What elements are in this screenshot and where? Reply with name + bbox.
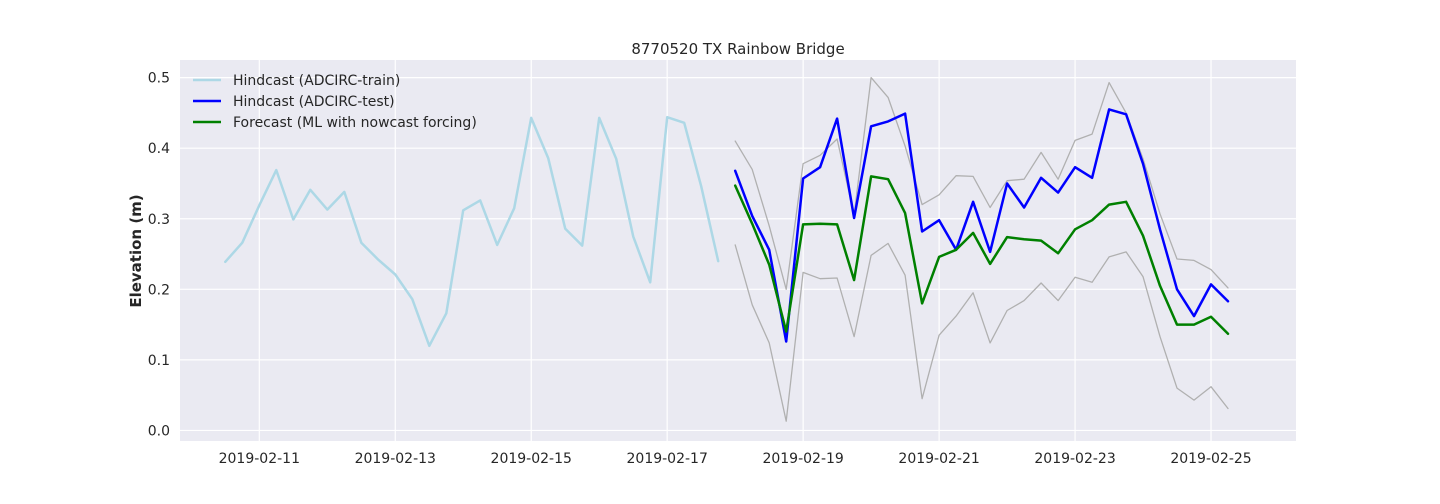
legend-label: Hindcast (ADCIRC-test) xyxy=(233,94,395,110)
x-tick-label: 2019-02-21 xyxy=(898,451,979,467)
x-tick-label: 2019-02-15 xyxy=(491,451,572,467)
series-layer xyxy=(224,76,1230,422)
y-tick-label: 0.3 xyxy=(148,212,170,228)
x-axis-ticks: 2019-02-11 2019-02-13 2019-02-15 2019-02-17… xyxy=(219,451,1252,467)
y-axis-label: Elevation (m) xyxy=(127,194,145,307)
series-line-bound-2 xyxy=(734,242,1229,422)
legend-label: Forecast (ML with nowcast forcing) xyxy=(233,115,477,131)
x-tick-label: 2019-02-25 xyxy=(1170,451,1251,467)
plot-background xyxy=(180,60,1296,441)
chart-title: 8770520 TX Rainbow Bridge xyxy=(631,40,844,58)
x-tick-label: 2019-02-23 xyxy=(1034,451,1115,467)
series-line-4 xyxy=(733,175,1230,336)
y-tick-label: 0.1 xyxy=(148,353,170,369)
y-tick-label: 0.2 xyxy=(148,282,170,298)
series-line-3 xyxy=(733,108,1230,343)
y-tick-label: 0.4 xyxy=(148,141,170,157)
x-tick-label: 2019-02-17 xyxy=(627,451,708,467)
y-axis-ticks: 0.0 0.1 0.2 0.3 0.4 0.5 xyxy=(148,71,170,440)
x-tick-label: 2019-02-13 xyxy=(355,451,436,467)
x-tick-label: 2019-02-19 xyxy=(762,451,843,467)
x-tick-label: 2019-02-11 xyxy=(219,451,300,467)
y-tick-label: 0.0 xyxy=(148,423,170,439)
legend-label: Hindcast (ADCIRC-train) xyxy=(233,73,400,89)
series-line-bound-1 xyxy=(734,76,1229,290)
series-line-0 xyxy=(224,115,720,348)
y-tick-label: 0.5 xyxy=(148,71,170,87)
legend: Hindcast (ADCIRC-train) Hindcast (ADCIRC-… xyxy=(193,73,477,131)
